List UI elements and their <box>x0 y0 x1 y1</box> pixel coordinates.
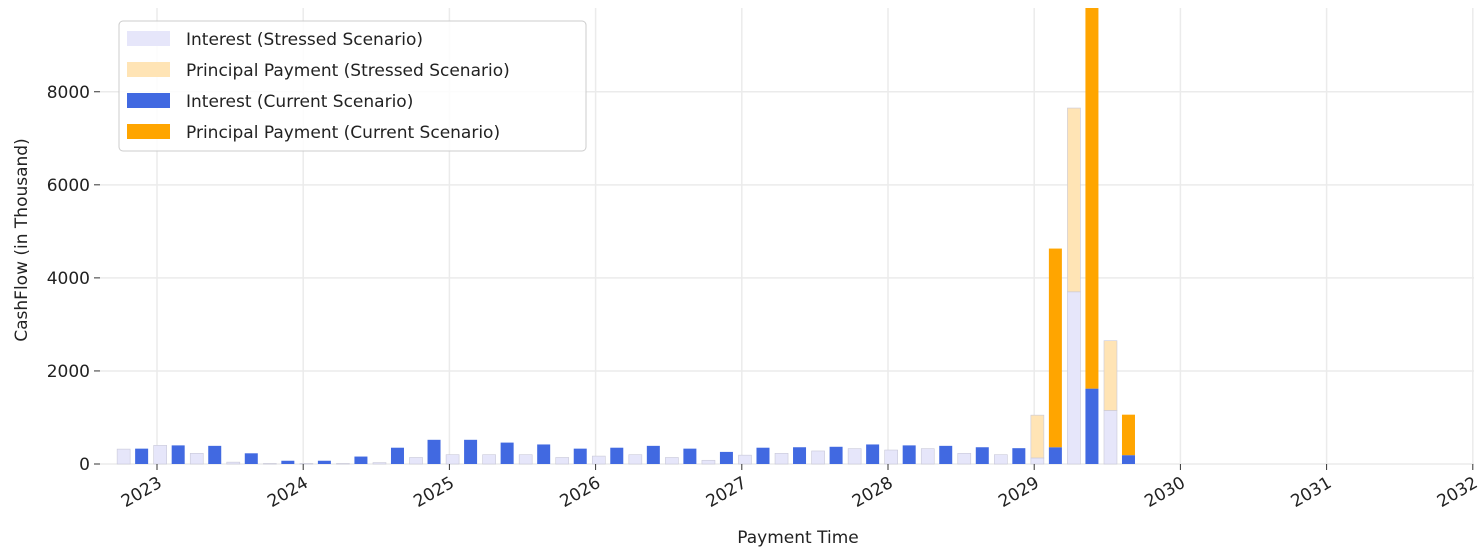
bar-interest-current-scenario <box>208 445 222 464</box>
bar-interest-stressed-scenario <box>445 454 460 465</box>
bar-interest-stressed-scenario <box>482 454 496 465</box>
bar-interest-current-scenario <box>939 445 953 464</box>
bar-principal-payment-current-scenario <box>1085 8 1099 389</box>
bar-interest-stressed-scenario <box>263 463 277 465</box>
bar-interest-stressed-scenario <box>884 449 898 465</box>
bar-interest-stressed-scenario <box>920 448 935 465</box>
bar-interest-stressed-scenario <box>226 461 241 465</box>
legend-swatch-principal-current <box>127 124 170 139</box>
x-tick-label: 2024 <box>264 473 311 512</box>
bar-interest-current-scenario <box>500 442 514 464</box>
bar-interest-stressed-scenario <box>665 457 679 465</box>
legend-swatch-interest-stressed <box>127 31 170 46</box>
bar-interest-current-scenario <box>610 447 624 464</box>
bar-interest-stressed-scenario <box>299 463 314 465</box>
legend: Interest (Stressed Scenario) Principal P… <box>118 20 587 152</box>
bar-interest-stressed-scenario <box>738 454 752 465</box>
bar-interest-current-scenario <box>537 444 551 464</box>
x-tick-label: 2030 <box>1141 473 1188 512</box>
x-tick-label: 2025 <box>410 473 457 512</box>
bar-interest-current-scenario <box>829 446 843 464</box>
bar-interest-stressed-scenario <box>774 452 789 465</box>
legend-swatch-interest-current <box>127 93 170 108</box>
bar-interest-current-scenario <box>135 448 149 464</box>
bar-interest-stressed-scenario <box>1030 457 1045 465</box>
bar-interest-stressed-scenario <box>336 463 350 465</box>
x-tick-label: 2031 <box>1288 473 1335 512</box>
bar-interest-stressed-scenario <box>409 457 423 465</box>
bar-principal-payment-stressed-scenario <box>1067 107 1081 293</box>
bar-interest-current-scenario <box>317 460 331 464</box>
bar-principal-payment-current-scenario <box>1048 248 1062 448</box>
bar-interest-stressed-scenario <box>591 455 606 465</box>
y-tick-label: 2000 <box>47 362 90 382</box>
bars-layer <box>116 8 1135 465</box>
bar-interest-current-scenario <box>902 445 916 464</box>
bar-interest-stressed-scenario <box>1103 410 1118 465</box>
bar-interest-current-scenario <box>427 439 441 464</box>
y-axis-title: CashFlow (in Thousand) <box>12 138 32 341</box>
bar-interest-current-scenario <box>1048 447 1062 464</box>
bar-interest-stressed-scenario <box>701 459 716 465</box>
bar-interest-stressed-scenario <box>994 454 1008 465</box>
bar-interest-stressed-scenario <box>847 448 862 465</box>
bar-interest-current-scenario <box>975 447 989 464</box>
bar-interest-stressed-scenario <box>1067 291 1081 465</box>
bar-interest-stressed-scenario <box>116 448 131 465</box>
y-tick-label: 6000 <box>47 176 90 196</box>
bar-interest-current-scenario <box>646 445 660 464</box>
bar-interest-stressed-scenario <box>372 462 387 465</box>
x-tick-label: 2023 <box>118 473 165 512</box>
x-tick-label: 2029 <box>995 473 1042 512</box>
legend-frame <box>118 20 587 152</box>
bar-interest-current-scenario <box>1121 455 1135 464</box>
bar-interest-current-scenario <box>354 456 368 464</box>
x-tick-label: 2028 <box>849 473 896 512</box>
legend-label-principal-current: Principal Payment (Current Scenario) <box>186 123 500 143</box>
y-tick-label: 8000 <box>47 83 90 103</box>
bar-interest-stressed-scenario <box>811 450 825 465</box>
bar-interest-current-scenario <box>390 447 404 464</box>
bar-interest-current-scenario <box>756 447 770 464</box>
x-axis-title: Payment Time <box>737 528 858 548</box>
bar-interest-current-scenario <box>719 451 733 464</box>
x-tick-label: 2026 <box>557 473 604 512</box>
bar-interest-current-scenario <box>1012 448 1026 464</box>
bar-interest-stressed-scenario <box>957 452 972 465</box>
legend-swatch-principal-stressed <box>127 62 170 77</box>
legend-label-interest-current: Interest (Current Scenario) <box>186 92 413 112</box>
legend-label-interest-stressed: Interest (Stressed Scenario) <box>186 30 423 50</box>
x-tick-label: 2027 <box>703 473 750 512</box>
x-tick-label: 2032 <box>1434 473 1478 512</box>
bar-principal-payment-stressed-scenario <box>1103 340 1118 411</box>
bar-interest-current-scenario <box>793 447 807 464</box>
bar-interest-current-scenario <box>866 444 880 464</box>
y-tick-label: 0 <box>79 455 90 475</box>
bar-interest-current-scenario <box>464 439 478 464</box>
bar-interest-stressed-scenario <box>555 457 570 465</box>
bar-interest-current-scenario <box>171 445 185 464</box>
bar-interest-current-scenario <box>683 448 697 464</box>
bar-principal-payment-stressed-scenario <box>1030 414 1045 459</box>
bar-interest-current-scenario <box>573 448 587 464</box>
bar-principal-payment-current-scenario <box>1121 414 1135 456</box>
bar-interest-current-scenario <box>281 460 295 464</box>
bar-interest-current-scenario <box>1085 388 1099 464</box>
bar-interest-stressed-scenario <box>518 454 533 465</box>
bar-interest-current-scenario <box>244 453 258 464</box>
legend-label-principal-stressed: Principal Payment (Stressed Scenario) <box>186 61 510 81</box>
bar-interest-stressed-scenario <box>189 452 204 465</box>
bar-interest-stressed-scenario <box>628 454 643 465</box>
bar-interest-stressed-scenario <box>153 445 167 465</box>
y-tick-label: 4000 <box>47 269 90 289</box>
